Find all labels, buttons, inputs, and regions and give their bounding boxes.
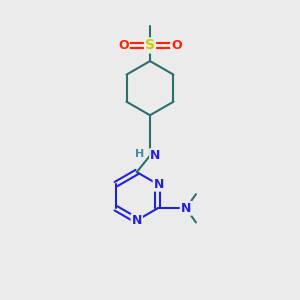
Text: S: S: [145, 38, 155, 52]
Text: H: H: [135, 149, 145, 159]
Text: O: O: [118, 39, 129, 52]
Text: N: N: [150, 149, 160, 162]
Text: O: O: [171, 39, 182, 52]
Text: N: N: [132, 214, 142, 227]
Text: N: N: [181, 202, 191, 215]
Text: N: N: [154, 178, 164, 191]
